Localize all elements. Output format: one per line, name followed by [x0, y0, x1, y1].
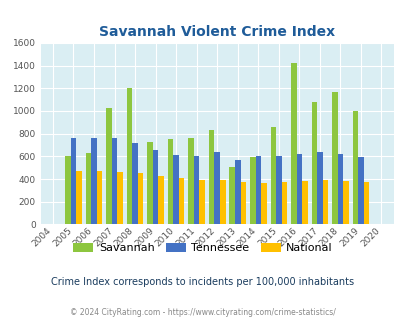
- Bar: [96, 171, 102, 224]
- Title: Savannah Violent Crime Index: Savannah Violent Crime Index: [99, 25, 335, 39]
- Bar: [147, 142, 152, 224]
- Bar: [352, 111, 357, 224]
- Bar: [255, 156, 260, 224]
- Legend: Savannah, Tennessee, National: Savannah, Tennessee, National: [69, 238, 336, 257]
- Bar: [301, 181, 307, 224]
- Bar: [337, 153, 342, 224]
- Text: Crime Index corresponds to incidents per 100,000 inhabitants: Crime Index corresponds to incidents per…: [51, 278, 354, 287]
- Bar: [188, 138, 194, 224]
- Bar: [311, 102, 316, 224]
- Bar: [281, 182, 286, 224]
- Bar: [111, 138, 117, 224]
- Bar: [240, 182, 245, 224]
- Bar: [357, 157, 363, 224]
- Bar: [152, 149, 158, 224]
- Bar: [234, 160, 240, 224]
- Bar: [275, 156, 281, 224]
- Bar: [249, 157, 255, 224]
- Bar: [229, 167, 234, 224]
- Text: © 2024 CityRating.com - https://www.cityrating.com/crime-statistics/: © 2024 CityRating.com - https://www.city…: [70, 308, 335, 317]
- Bar: [106, 108, 111, 224]
- Bar: [76, 171, 81, 224]
- Bar: [138, 173, 143, 224]
- Bar: [342, 181, 348, 224]
- Bar: [70, 138, 76, 224]
- Bar: [214, 152, 220, 224]
- Bar: [194, 156, 199, 224]
- Bar: [179, 179, 184, 224]
- Bar: [117, 172, 123, 224]
- Bar: [363, 182, 369, 224]
- Bar: [331, 92, 337, 224]
- Bar: [167, 139, 173, 224]
- Bar: [173, 155, 179, 224]
- Bar: [270, 127, 275, 224]
- Bar: [316, 152, 322, 224]
- Bar: [290, 63, 296, 224]
- Bar: [199, 180, 205, 224]
- Bar: [65, 156, 70, 224]
- Bar: [296, 153, 301, 224]
- Bar: [132, 143, 138, 224]
- Bar: [220, 180, 225, 224]
- Bar: [126, 88, 132, 224]
- Bar: [322, 180, 327, 224]
- Bar: [85, 153, 91, 224]
- Bar: [91, 138, 96, 224]
- Bar: [209, 130, 214, 224]
- Bar: [158, 176, 164, 224]
- Bar: [260, 183, 266, 224]
